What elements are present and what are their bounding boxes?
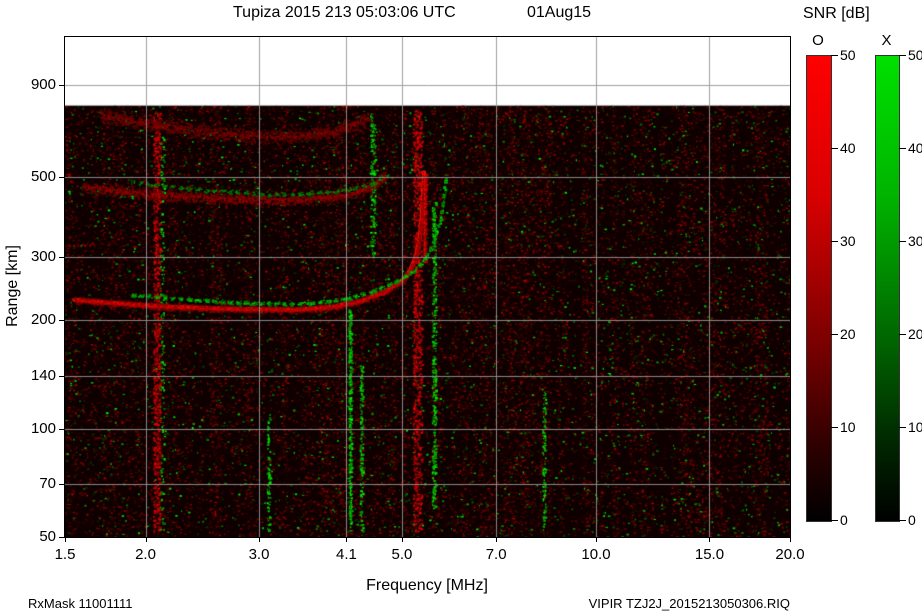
x-tick-label: 2.0 — [135, 546, 156, 563]
colorbar-tick-label: 40 — [840, 140, 856, 156]
y-axis-title: Range [km] — [4, 245, 21, 327]
y-tick-label: 50 — [39, 528, 56, 545]
colorbar-tick-mark — [831, 334, 838, 335]
colorbar-tick-mark — [899, 427, 906, 428]
colorbar-tick-mark — [831, 241, 838, 242]
colorbar-tick-label: 40 — [908, 140, 922, 156]
x-tick-label: 15.0 — [694, 546, 725, 563]
colorbar-tick-mark — [899, 55, 906, 56]
x-tick-label: 4.1 — [336, 546, 357, 563]
y-tick-label: 140 — [30, 367, 56, 384]
o-mode-colorbar — [806, 55, 832, 522]
x-tick-mark — [346, 538, 347, 542]
y-tick-label: 500 — [30, 167, 56, 185]
colorbar-tick-mark — [831, 520, 838, 521]
x-tick-mark — [259, 538, 260, 542]
colorbar-tick-label: 50 — [840, 47, 856, 63]
y-tick-mark — [59, 484, 64, 485]
y-tick-mark — [59, 177, 64, 178]
colorbar-tick-label: 50 — [908, 47, 922, 63]
colorbar-tick-label: 0 — [908, 512, 916, 528]
x-tick-label: 20.0 — [775, 546, 805, 563]
colorbar-tick-mark — [831, 427, 838, 428]
colorbar-tick-mark — [899, 241, 906, 242]
y-tick-label: 200 — [30, 311, 56, 329]
ionogram-canvas — [65, 37, 790, 537]
colorbar-title: SNR [dB] — [803, 5, 870, 22]
x-tick-mark — [496, 538, 497, 542]
plot-date: 01Aug15 — [527, 4, 592, 21]
y-tick-mark — [59, 85, 64, 86]
colorbar-tick-mark — [899, 148, 906, 149]
y-tick-mark — [59, 257, 64, 258]
x-tick-mark — [65, 538, 66, 542]
plot-frame — [64, 36, 791, 538]
x-axis-title: Frequency [MHz] — [366, 577, 488, 594]
x-tick-mark — [402, 538, 403, 542]
x-tick-mark — [709, 538, 710, 542]
colorbar-tick-label: 30 — [840, 233, 856, 249]
colorbar-tick-label: 20 — [908, 326, 922, 342]
colorbar-tick-mark — [831, 148, 838, 149]
x-tick-label: 1.5 — [54, 546, 76, 563]
y-tick-label: 100 — [30, 419, 56, 437]
y-tick-mark — [59, 429, 64, 430]
x-tick-label: 10.0 — [581, 546, 611, 563]
x-tick-mark — [790, 538, 791, 542]
x-tick-label: 7.0 — [485, 546, 507, 563]
colorbar-tick-mark — [899, 334, 906, 335]
x-tick-label: 5.0 — [391, 546, 413, 563]
colorbar-tick-label: 30 — [908, 233, 922, 249]
colorbar-tick-mark — [899, 520, 906, 521]
colorbar-tick-mark — [831, 55, 838, 56]
y-tick-label: 900 — [30, 76, 56, 94]
colorbar-tick-label: 20 — [840, 326, 856, 342]
x-tick-label: 3.0 — [248, 546, 270, 563]
x-mode-colorbar — [875, 55, 900, 522]
x-tick-mark — [146, 538, 147, 542]
colorbar-tick-label: 10 — [908, 419, 922, 435]
x-mode-label: X — [881, 32, 892, 49]
colorbar-tick-label: 10 — [840, 419, 856, 435]
y-tick-label: 300 — [30, 247, 56, 265]
y-tick-mark — [59, 376, 64, 377]
y-tick-label: 70 — [39, 475, 56, 493]
y-tick-mark — [59, 320, 64, 321]
footer-rxmask: RxMask 11001111 — [28, 596, 133, 611]
o-mode-label: O — [812, 32, 824, 49]
colorbar-tick-label: 0 — [840, 512, 848, 528]
x-tick-mark — [596, 538, 597, 542]
plot-title: Tupiza 2015 213 05:03:06 UTC — [233, 4, 456, 21]
y-tick-mark — [59, 537, 64, 538]
footer-filename: VIPIR TZJ2J_2015213050306.RIQ — [588, 596, 790, 611]
